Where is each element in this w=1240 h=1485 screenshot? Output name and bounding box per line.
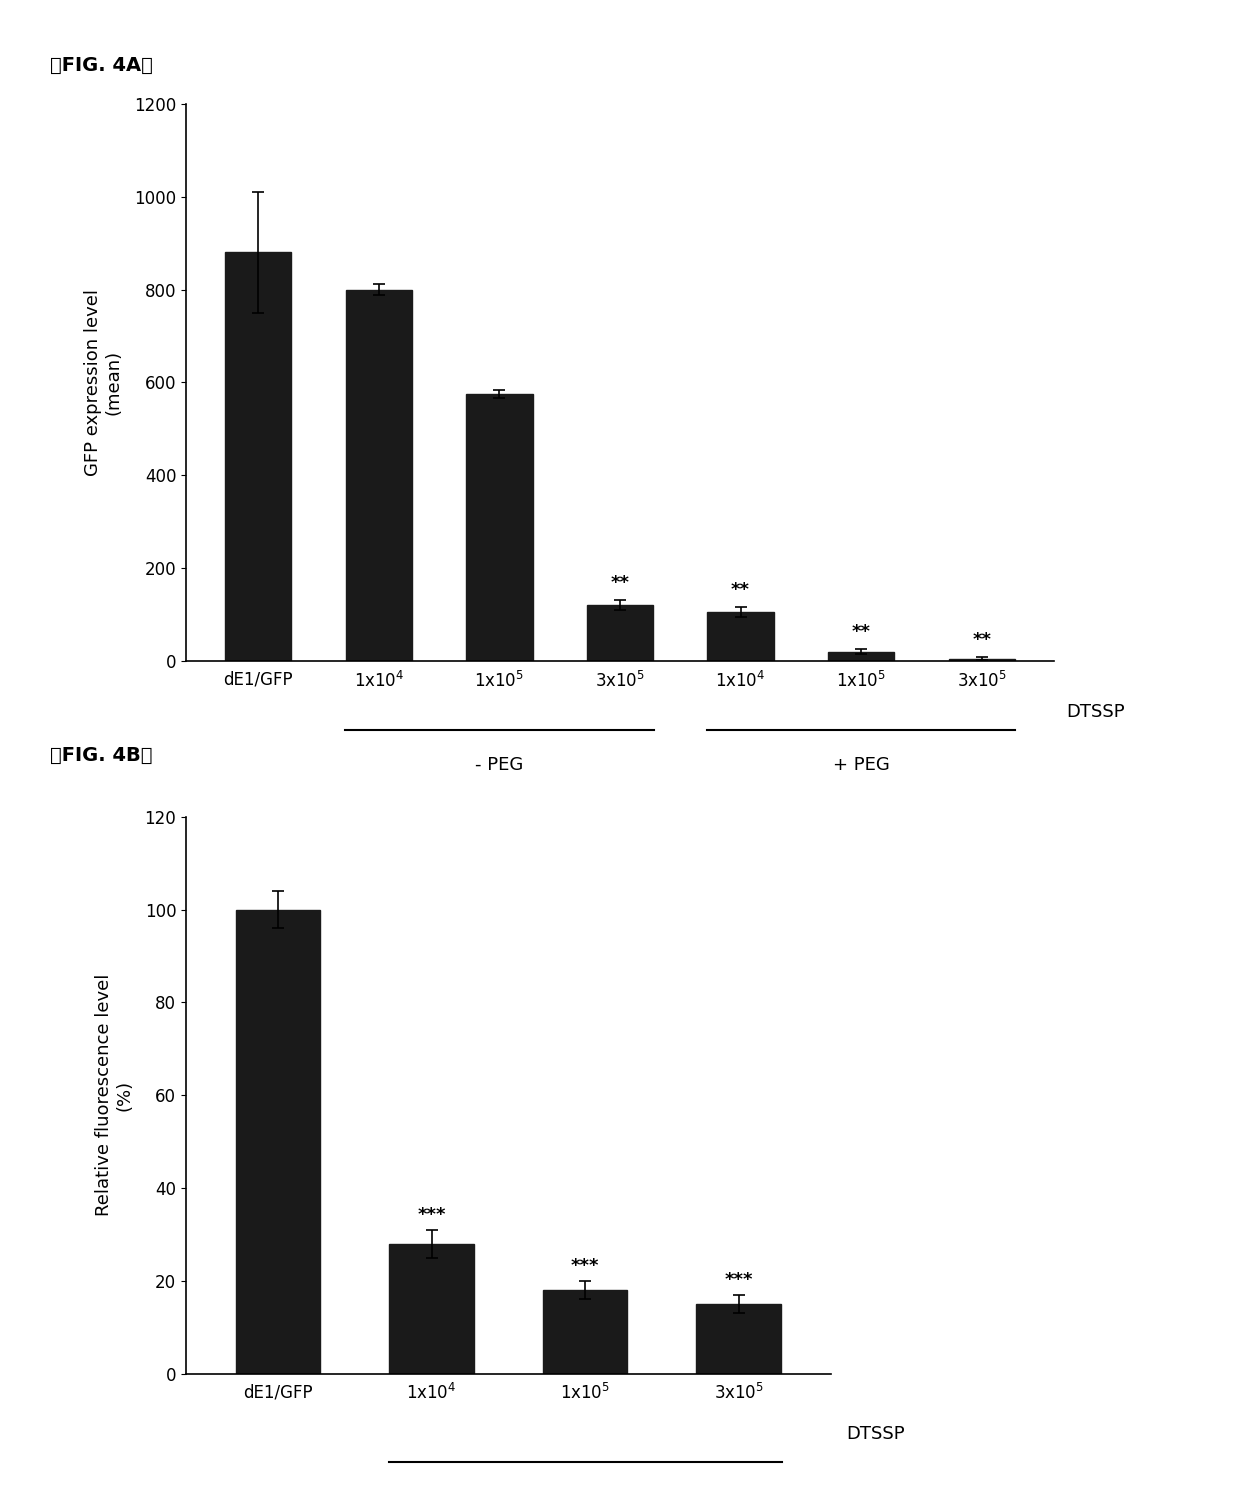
Text: **: ** [732, 581, 750, 598]
Bar [226, 252, 291, 661]
Bar [949, 658, 1014, 661]
Bar [466, 394, 533, 661]
Text: 【FIG. 4B】: 【FIG. 4B】 [50, 745, 153, 765]
Text: ***: *** [724, 1271, 753, 1289]
Bar [346, 290, 412, 661]
Y-axis label: Relative fluorescence level
(%): Relative fluorescence level (%) [94, 974, 134, 1216]
Bar [707, 612, 774, 661]
Y-axis label: GFP expression level
(mean): GFP expression level (mean) [84, 290, 123, 475]
Text: **: ** [972, 631, 991, 649]
Bar [828, 652, 894, 661]
Bar [236, 909, 320, 1374]
Bar [543, 1290, 627, 1374]
Text: **: ** [852, 622, 870, 642]
Text: + PEG: + PEG [833, 756, 889, 774]
Bar [389, 1244, 474, 1374]
Text: **: ** [610, 575, 630, 593]
Text: ***: *** [570, 1258, 599, 1276]
Text: - PEG: - PEG [475, 756, 523, 774]
Text: DTSSP: DTSSP [1066, 702, 1125, 720]
Bar [697, 1304, 781, 1374]
Text: 【FIG. 4A】: 【FIG. 4A】 [50, 56, 153, 76]
Text: DTSSP: DTSSP [846, 1424, 905, 1442]
Bar [587, 606, 653, 661]
Text: ***: *** [418, 1206, 446, 1224]
